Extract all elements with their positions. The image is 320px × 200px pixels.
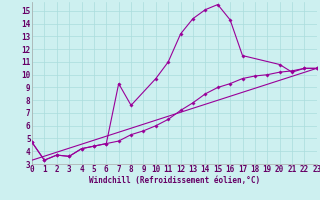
X-axis label: Windchill (Refroidissement éolien,°C): Windchill (Refroidissement éolien,°C) bbox=[89, 176, 260, 185]
